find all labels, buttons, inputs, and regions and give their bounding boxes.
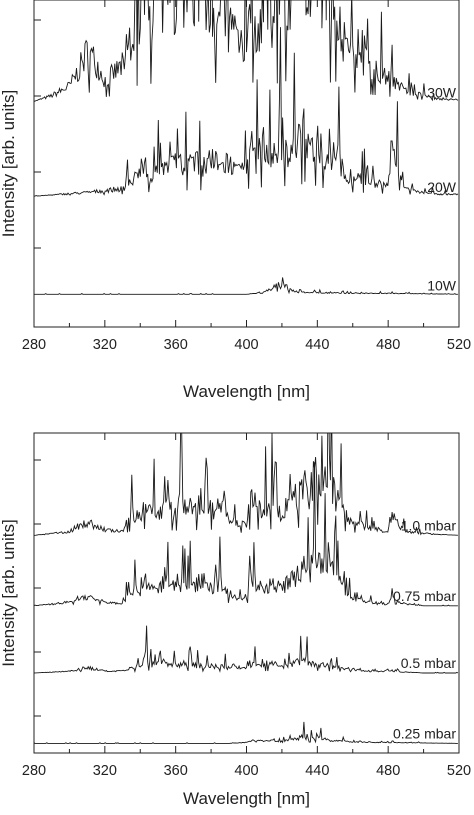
series-label: 0.5 mbar: [401, 655, 457, 671]
x-tick-label: 320: [93, 337, 117, 353]
x-tick-label: 520: [447, 337, 471, 353]
series-line-30w: [34, 0, 459, 102]
series-label: 0.25 mbar: [393, 725, 456, 741]
x-tick-label: 360: [164, 337, 188, 353]
x-tick-label: 480: [376, 337, 400, 353]
bottom-panel: 280 320 360 400 440 480 520 Wavelength [nm] Inte…: [0, 432, 471, 808]
x-axis-label: Wavelength [nm]: [183, 789, 310, 808]
x-tick-label: 480: [376, 763, 400, 779]
series-label: 10W: [427, 277, 457, 293]
x-axis-label: Wavelength [nm]: [183, 382, 310, 401]
series-line-10w: [34, 277, 458, 295]
x-tick-label: 320: [93, 763, 117, 779]
x-tick-label: 440: [305, 763, 329, 779]
x-tick-label: 400: [234, 763, 258, 779]
series-line-0-5-mbar: [34, 625, 459, 674]
y-axis-label: Intensity [arb. units]: [0, 519, 18, 666]
series-line-1-0-mbar: [34, 433, 458, 536]
x-tick-label: 280: [22, 763, 46, 779]
x-tick-label: 280: [22, 337, 46, 353]
series-label: 20W: [427, 179, 457, 195]
top-panel: 280 320 360 400 440 480 520 Wavelength [nm] Inte…: [0, 0, 471, 401]
series-line-0-25-mbar: [34, 721, 458, 744]
series-line-0-75-mbar: [34, 462, 458, 607]
series-line-20w: [34, 27, 459, 197]
y-axis-label: Intensity [arb. units]: [0, 90, 18, 237]
x-tick-label: 360: [164, 763, 188, 779]
x-tick-label: 440: [305, 337, 329, 353]
series-label: 1.0 mbar: [401, 517, 457, 533]
series-label: 30W: [427, 84, 457, 100]
series-label: 0.75 mbar: [393, 588, 456, 604]
x-tick-label: 520: [447, 763, 471, 779]
x-tick-label: 400: [234, 337, 258, 353]
